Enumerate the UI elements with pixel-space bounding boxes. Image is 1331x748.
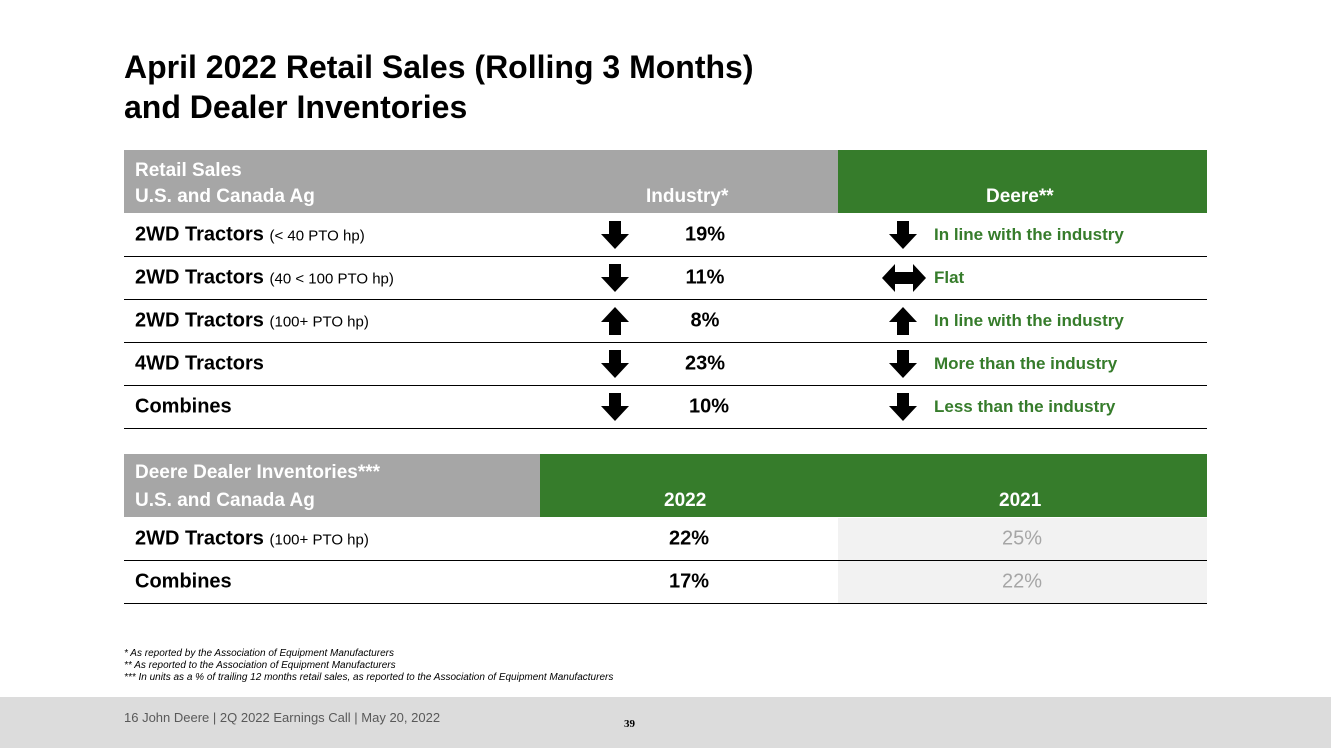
industry-value: 10% (688, 395, 730, 418)
row-label: 2WD Tractors (40 < 100 PTO hp) (135, 267, 394, 290)
arrow-up-icon (600, 306, 630, 336)
deere-comparison: Flat (934, 268, 965, 287)
retail-header-gray (124, 150, 838, 213)
row-label: Combines (135, 571, 232, 594)
row-label-sub: (100+ PTO hp) (269, 313, 369, 331)
row-label: 4WD Tractors (135, 353, 264, 376)
deere-comparison: In line with the industry (934, 225, 1124, 244)
table-row: 2WD Tractors (100+ PTO hp) 22% 25% (124, 518, 1207, 561)
inventory-table-header: Deere Dealer Inventories*** U.S. and Can… (124, 454, 1207, 517)
footer-text: 16 John Deere | 2Q 2022 Earnings Call | … (124, 710, 441, 725)
inventory-header-label-2: U.S. and Canada Ag (135, 490, 315, 511)
deere-comparison: In line with the industry (934, 311, 1124, 330)
row-label: 2WD Tractors (100+ PTO hp) (135, 528, 369, 551)
footer-bar: 16 John Deere | 2Q 2022 Earnings Call | … (0, 697, 1331, 748)
arrow-up-icon (888, 306, 918, 336)
arrow-down-icon (600, 349, 630, 379)
row-label: 2WD Tractors (100+ PTO hp) (135, 310, 369, 333)
year-2021-column-header: 2021 (999, 490, 1042, 511)
industry-value: 8% (690, 309, 720, 332)
row-label-main: 2WD Tractors (135, 223, 264, 246)
industry-column-header: Industry* (646, 186, 729, 207)
arrow-down-icon (888, 349, 918, 379)
footnote-1: * As reported by the Association of Equi… (124, 648, 394, 659)
row-label-sub: (40 < 100 PTO hp) (269, 270, 394, 288)
inventory-header-green (540, 454, 1207, 517)
row-label-main: 2WD Tractors (135, 527, 264, 550)
arrow-down-icon (600, 392, 630, 422)
row-label-main: 2WD Tractors (135, 309, 264, 332)
table-row: 2WD Tractors (40 < 100 PTO hp) 11% Flat (124, 257, 1207, 300)
title-line-1: April 2022 Retail Sales (Rolling 3 Month… (124, 49, 754, 85)
deere-column-header: Deere** (986, 186, 1054, 207)
value-2021: 22% (1001, 570, 1043, 593)
footnotes: * As reported by the Association of Equi… (124, 648, 613, 684)
value-2022: 17% (668, 570, 710, 593)
retail-header-label-2: U.S. and Canada Ag (135, 186, 315, 207)
value-2021: 25% (1001, 527, 1043, 550)
table-row: Combines 10% Less than the industry (124, 386, 1207, 429)
row-label-sub: (< 40 PTO hp) (269, 227, 365, 245)
year-2022-column-header: 2022 (664, 490, 707, 511)
arrow-down-icon (600, 263, 630, 293)
row-label-sub: (100+ PTO hp) (269, 531, 369, 549)
industry-value: 19% (684, 223, 726, 246)
deere-comparison: Less than the industry (934, 397, 1116, 416)
value-2022: 22% (668, 527, 710, 550)
arrow-left-right-icon (881, 263, 927, 293)
inventory-header-gray (124, 454, 540, 517)
arrow-down-icon (888, 392, 918, 422)
row-label-main: 2WD Tractors (135, 266, 264, 289)
row-label: 2WD Tractors (< 40 PTO hp) (135, 224, 365, 247)
row-label-main: Combines (135, 395, 232, 418)
inventory-header-label-1: Deere Dealer Inventories*** (135, 462, 381, 483)
footnote-3: *** In units as a % of trailing 12 month… (124, 672, 614, 683)
industry-value: 11% (685, 266, 725, 289)
industry-value: 23% (684, 352, 726, 375)
retail-header-green (838, 150, 1207, 213)
table-row: 2WD Tractors (100+ PTO hp) 8% In line with… (124, 300, 1207, 343)
arrow-down-icon (888, 220, 918, 250)
row-label-main: 4WD Tractors (135, 352, 264, 375)
footnote-2: ** As reported to the Association of Equ… (124, 660, 396, 671)
arrow-down-icon (600, 220, 630, 250)
table-row: 4WD Tractors 23% More than the industry (124, 343, 1207, 386)
page-number: 39 (624, 718, 635, 730)
row-label-main: Combines (135, 570, 232, 593)
retail-table-header: Retail Sales U.S. and Canada Ag Industry… (124, 150, 1207, 213)
deere-comparison: More than the industry (934, 354, 1118, 373)
table-row: 2WD Tractors (< 40 PTO hp) 19% In line wit… (124, 214, 1207, 257)
retail-header-label-1: Retail Sales (135, 160, 242, 181)
row-label: Combines (135, 396, 232, 419)
page-title: April 2022 Retail Sales (Rolling 3 Month… (124, 47, 753, 127)
table-row: Combines 17% 22% (124, 561, 1207, 604)
title-line-2: and Dealer Inventories (124, 89, 468, 125)
column-2021-shade (838, 561, 1207, 603)
column-2021-shade (838, 518, 1207, 560)
